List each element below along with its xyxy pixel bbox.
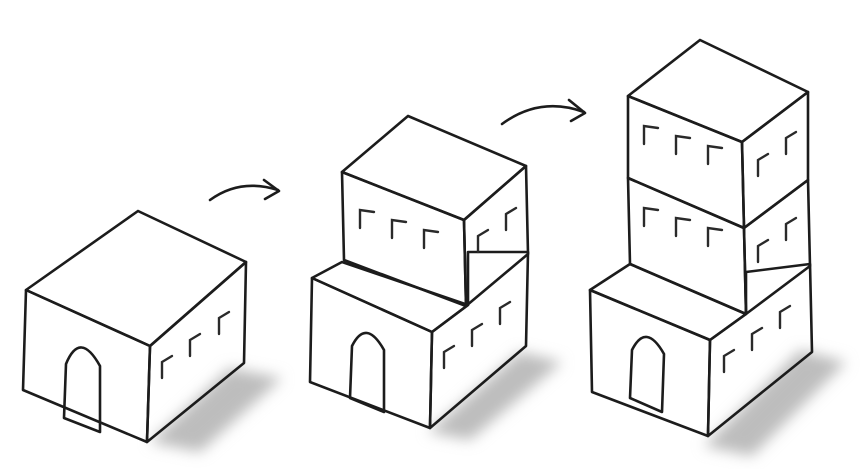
upper-floor-roof (340, 114, 528, 222)
arched-door (628, 335, 666, 414)
side-windows (442, 300, 512, 370)
side-windows (476, 206, 518, 254)
upper-floor-side (462, 164, 530, 308)
building-two-floors (308, 114, 562, 440)
arched-door (348, 331, 386, 414)
upper-floor-front (340, 170, 468, 308)
side-windows (722, 304, 792, 374)
front-windows (642, 124, 724, 166)
arched-door (62, 346, 102, 434)
middle-floor-front (626, 176, 748, 316)
ground-floor-front (588, 288, 712, 438)
side-windows (756, 216, 798, 264)
arrow-right-icon (500, 98, 587, 126)
ground-floor-roof (588, 262, 748, 342)
roof-face (24, 209, 248, 348)
side-face (145, 260, 248, 444)
front-face (21, 288, 152, 444)
side-windows (756, 130, 798, 178)
side-windows (160, 310, 231, 380)
front-windows (358, 208, 440, 250)
building-three-floors (588, 38, 846, 456)
ground-shadow (428, 352, 562, 440)
middle-floor-side (742, 178, 812, 316)
ground-shadow (150, 368, 282, 452)
front-windows (642, 206, 724, 248)
building-one-floor (21, 209, 282, 452)
arrow-right-icon (208, 178, 281, 202)
ground-shadow (704, 350, 846, 456)
top-floor-side (740, 90, 810, 230)
